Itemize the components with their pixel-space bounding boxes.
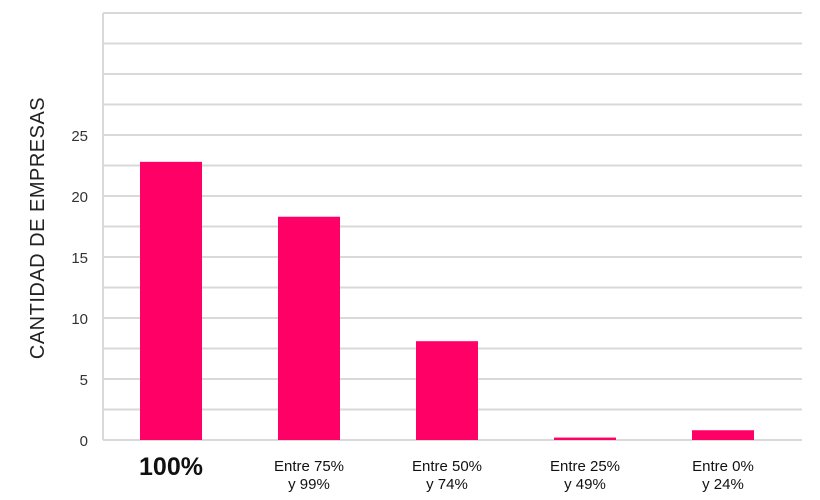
- y-tick-label: 15: [71, 250, 88, 267]
- bar-5: [692, 430, 754, 440]
- y-tick-labels: 0 5 10 15 20 25: [71, 128, 88, 450]
- y-tick-label: 0: [80, 433, 88, 450]
- x-tick-label: 100%: [139, 453, 203, 481]
- bar-4: [554, 437, 616, 440]
- bar-3: [416, 341, 478, 440]
- x-tick-label: Entre 75% y 99%: [274, 458, 344, 493]
- bars: [140, 161, 754, 440]
- gridlines: [103, 12, 802, 441]
- x-tick-label: Entre 50% y 74%: [412, 458, 482, 493]
- x-tick-label: Entre 0% y 24%: [692, 458, 754, 493]
- y-axis-label: CANTIDAD DE EMPRESAS: [27, 97, 49, 359]
- x-tick-label: Entre 25% y 49%: [550, 458, 620, 493]
- y-tick-label: 10: [71, 311, 88, 328]
- y-tick-label: 5: [80, 372, 88, 389]
- bar-1: [140, 161, 202, 440]
- x-tick-labels: 100% Entre 75% y 99% Entre 50% y 74% Entre 25…: [139, 453, 754, 493]
- y-tick-label: 20: [71, 189, 88, 206]
- bar-2: [278, 216, 340, 440]
- y-tick-label: 25: [71, 128, 88, 145]
